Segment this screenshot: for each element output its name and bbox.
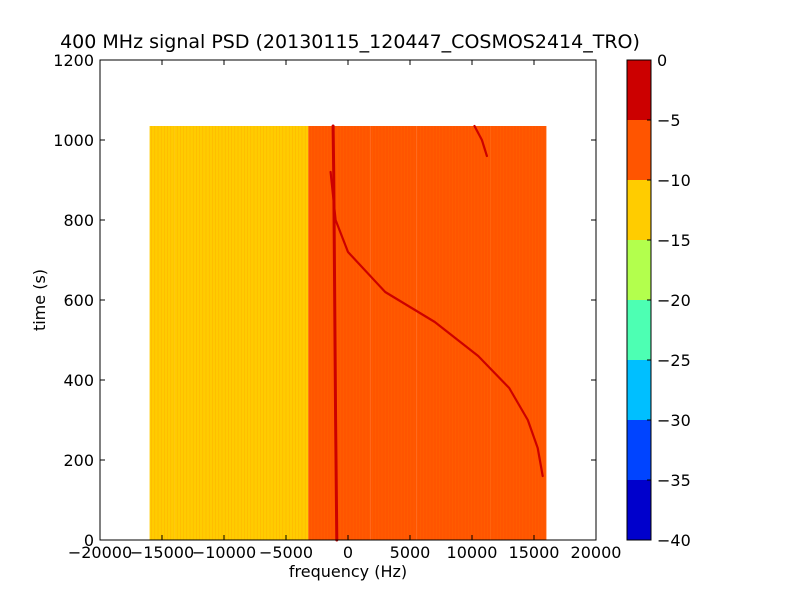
chart-title: 400 MHz signal PSD (20130115_120447_COSM…	[60, 31, 640, 53]
x-tick-label: 20000	[571, 543, 622, 562]
x-tick-label: 10000	[447, 543, 498, 562]
heatmap-region	[308, 126, 371, 540]
colorbar-segment	[627, 420, 651, 480]
colorbar-tick-label: −20	[657, 291, 691, 310]
colorbar: 0 −5 −10 −15 −20 −25 −30 −35 −40	[626, 51, 691, 550]
heatmap-region	[174, 126, 309, 540]
colorbar-tick-label: −10	[657, 171, 691, 190]
x-axis-label: frequency (Hz)	[289, 562, 407, 581]
x-tick-label: 5000	[390, 543, 431, 562]
x-tick-label: −10000	[192, 543, 256, 562]
y-tick-label: 1000	[53, 131, 94, 150]
heatmap-feature-carrier-line	[331, 124, 339, 542]
x-tick-label: 0	[343, 543, 353, 562]
heatmap-texture	[151, 126, 546, 540]
colorbar-segment	[627, 120, 651, 180]
colorbar-segment	[627, 480, 651, 540]
colorbar-segment	[627, 180, 651, 240]
heatmap-feature-upper-curve	[473, 124, 488, 158]
colorbar-tick-label: −40	[657, 531, 691, 550]
colorbar-tick-label: −5	[657, 111, 681, 130]
colorbar-segment	[627, 240, 651, 300]
y-tick-label: 200	[63, 451, 94, 470]
heatmap-feature-doppler-curve	[329, 170, 544, 478]
y-tick-label: 800	[63, 211, 94, 230]
y-axis: 0 200 400 600 800 1000 1200	[53, 51, 596, 550]
colorbar-segment	[627, 60, 651, 120]
colorbar-tick-label: 0	[657, 51, 667, 70]
colorbar-tick-label: −35	[657, 471, 691, 490]
heatmap-region	[149, 126, 175, 540]
y-tick-label: 400	[63, 371, 94, 390]
colorbar-segment	[627, 360, 651, 420]
y-tick-label: 1200	[53, 51, 94, 70]
heatmap-region	[370, 126, 417, 540]
y-axis-label: time (s)	[30, 269, 49, 331]
colorbar-tick-label: −15	[657, 231, 691, 250]
heatmap-region	[416, 126, 491, 540]
x-tick-label: −15000	[130, 543, 194, 562]
colorbar-segment	[627, 300, 651, 360]
colorbar-tick-label: −25	[657, 351, 691, 370]
x-tick-label: −5000	[259, 543, 313, 562]
y-tick-label: 600	[63, 291, 94, 310]
x-tick-label: −20000	[68, 543, 132, 562]
x-tick-label: 15000	[509, 543, 560, 562]
heatmap-region	[490, 126, 547, 540]
x-axis: −20000−15000−10000 −5000 0 5000 10000 15000 20…	[68, 60, 622, 562]
y-tick-label: 0	[84, 531, 94, 550]
colorbar-tick-label: −30	[657, 411, 691, 430]
heatmap-layer	[149, 124, 547, 542]
